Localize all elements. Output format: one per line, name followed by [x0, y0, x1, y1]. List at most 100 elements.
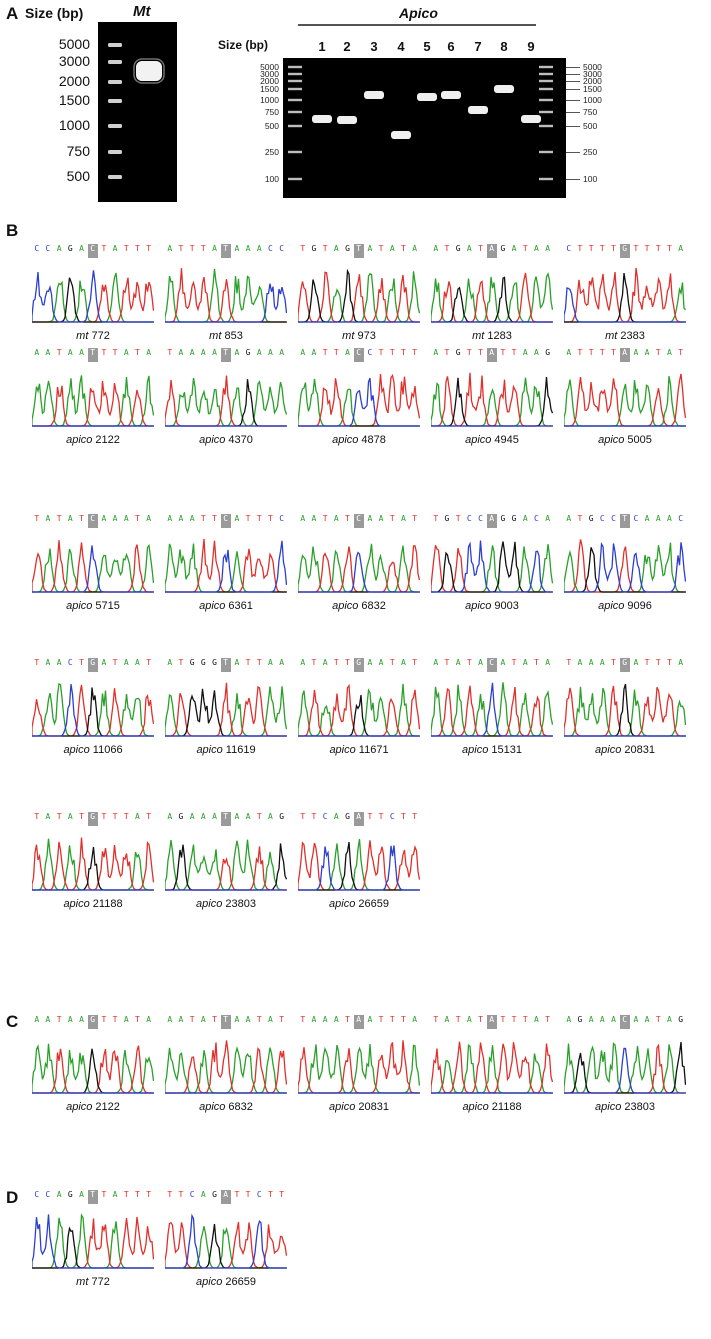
base-call: T	[112, 658, 118, 667]
position-number: 6832	[225, 1101, 253, 1113]
ladder-band	[288, 87, 302, 91]
base-call: G	[444, 514, 450, 523]
lane-number: 9	[527, 39, 535, 54]
base-call: T	[189, 1015, 196, 1024]
chromatogram-caption: apico 21188	[431, 1101, 553, 1113]
trace-t	[165, 846, 287, 891]
lane-number: 7	[474, 39, 482, 54]
trace-t	[298, 373, 420, 427]
base-call: A	[101, 658, 107, 667]
base-call: T	[112, 1015, 118, 1024]
trace-plot	[32, 837, 154, 891]
chromatogram-caption: apico 20831	[298, 1101, 420, 1113]
ladder-tick	[566, 89, 580, 90]
base-call: T	[577, 514, 583, 523]
base-call: A	[45, 348, 51, 357]
base-call: A	[279, 658, 285, 667]
base-call: T	[566, 658, 572, 667]
position-number: 853	[221, 330, 243, 342]
gene-name: apico	[196, 898, 223, 910]
trace-c	[564, 541, 686, 593]
ladder-band	[108, 80, 122, 84]
base-call: C	[279, 244, 285, 253]
ladder-label: 500	[66, 168, 90, 184]
chromatogram-caption: mt 772	[32, 1276, 154, 1288]
snp-base-highlight: T	[87, 1190, 98, 1204]
base-call: T	[101, 1015, 107, 1024]
ladder-band	[288, 150, 302, 154]
base-call: T	[34, 812, 40, 821]
snp-base-highlight: A	[486, 244, 497, 258]
snp-base-highlight: G	[619, 244, 630, 258]
base-call: G	[455, 348, 462, 357]
trace-plot	[165, 1213, 287, 1269]
base-call: T	[146, 244, 152, 253]
ladder-band	[539, 124, 553, 128]
chromatogram-caption: apico 21188	[32, 898, 154, 910]
position-number: 2383	[617, 330, 645, 342]
gene-name: apico	[66, 1101, 93, 1113]
base-call: T	[433, 1015, 439, 1024]
base-call: A	[189, 348, 196, 357]
base-call: A	[545, 658, 551, 667]
chromatogram-caption: apico 6832	[165, 1101, 287, 1113]
trace-t	[32, 380, 154, 427]
base-call: T	[189, 244, 196, 253]
snp-base-highlight: T	[619, 514, 630, 528]
chromatogram-caption: apico 4370	[165, 434, 287, 446]
base-call: T	[466, 658, 473, 667]
base-call: T	[545, 1015, 551, 1024]
ladder-band	[288, 110, 302, 114]
base-call: A	[466, 1015, 473, 1024]
sample-band	[417, 93, 437, 101]
base-call: T	[478, 244, 484, 253]
lane-number: 3	[370, 39, 378, 54]
base-call: T	[455, 514, 462, 523]
base-call: T	[79, 658, 85, 667]
base-call: T	[146, 658, 152, 667]
base-call: T	[167, 1190, 173, 1199]
base-call: T	[300, 812, 306, 821]
position-number: 11619	[222, 744, 256, 756]
ladder-label-left: 2000	[260, 76, 279, 86]
ladder-label-left: 750	[264, 107, 279, 117]
snp-base-highlight: C	[353, 514, 364, 528]
panel-letter-a: A	[6, 4, 19, 23]
chromatogram-caption: apico 6361	[165, 600, 287, 612]
ladder-tick	[566, 152, 580, 153]
panel-letter-d: D	[6, 1188, 19, 1207]
chromatogram-caption: mt 973	[298, 330, 420, 342]
base-call: A	[178, 1015, 184, 1024]
trace-plot	[564, 539, 686, 593]
snp-base-highlight: A	[353, 1015, 364, 1029]
base-call: C	[534, 514, 540, 523]
base-call: T	[577, 348, 583, 357]
trace-g	[564, 272, 686, 323]
chromatogram-caption: apico 11619	[165, 744, 287, 756]
base-call: A	[444, 1015, 450, 1024]
base-call: A	[389, 244, 396, 253]
base-call: A	[667, 348, 673, 357]
base-call: T	[478, 1015, 484, 1024]
base-call: T	[256, 514, 263, 523]
lane-number: 1	[318, 39, 326, 54]
base-call: T	[577, 244, 583, 253]
trace-c	[165, 1213, 287, 1269]
base-call: A	[588, 658, 595, 667]
snp-base-highlight: T	[353, 244, 364, 258]
chromatogram: T A T A T G T T T A T apico 21188	[32, 812, 154, 922]
base-call: A	[45, 514, 51, 523]
base-call: T	[135, 514, 141, 523]
trace-g	[32, 277, 154, 323]
gel-left-size-title: Size (bp)	[25, 5, 84, 21]
base-call: A	[45, 658, 51, 667]
